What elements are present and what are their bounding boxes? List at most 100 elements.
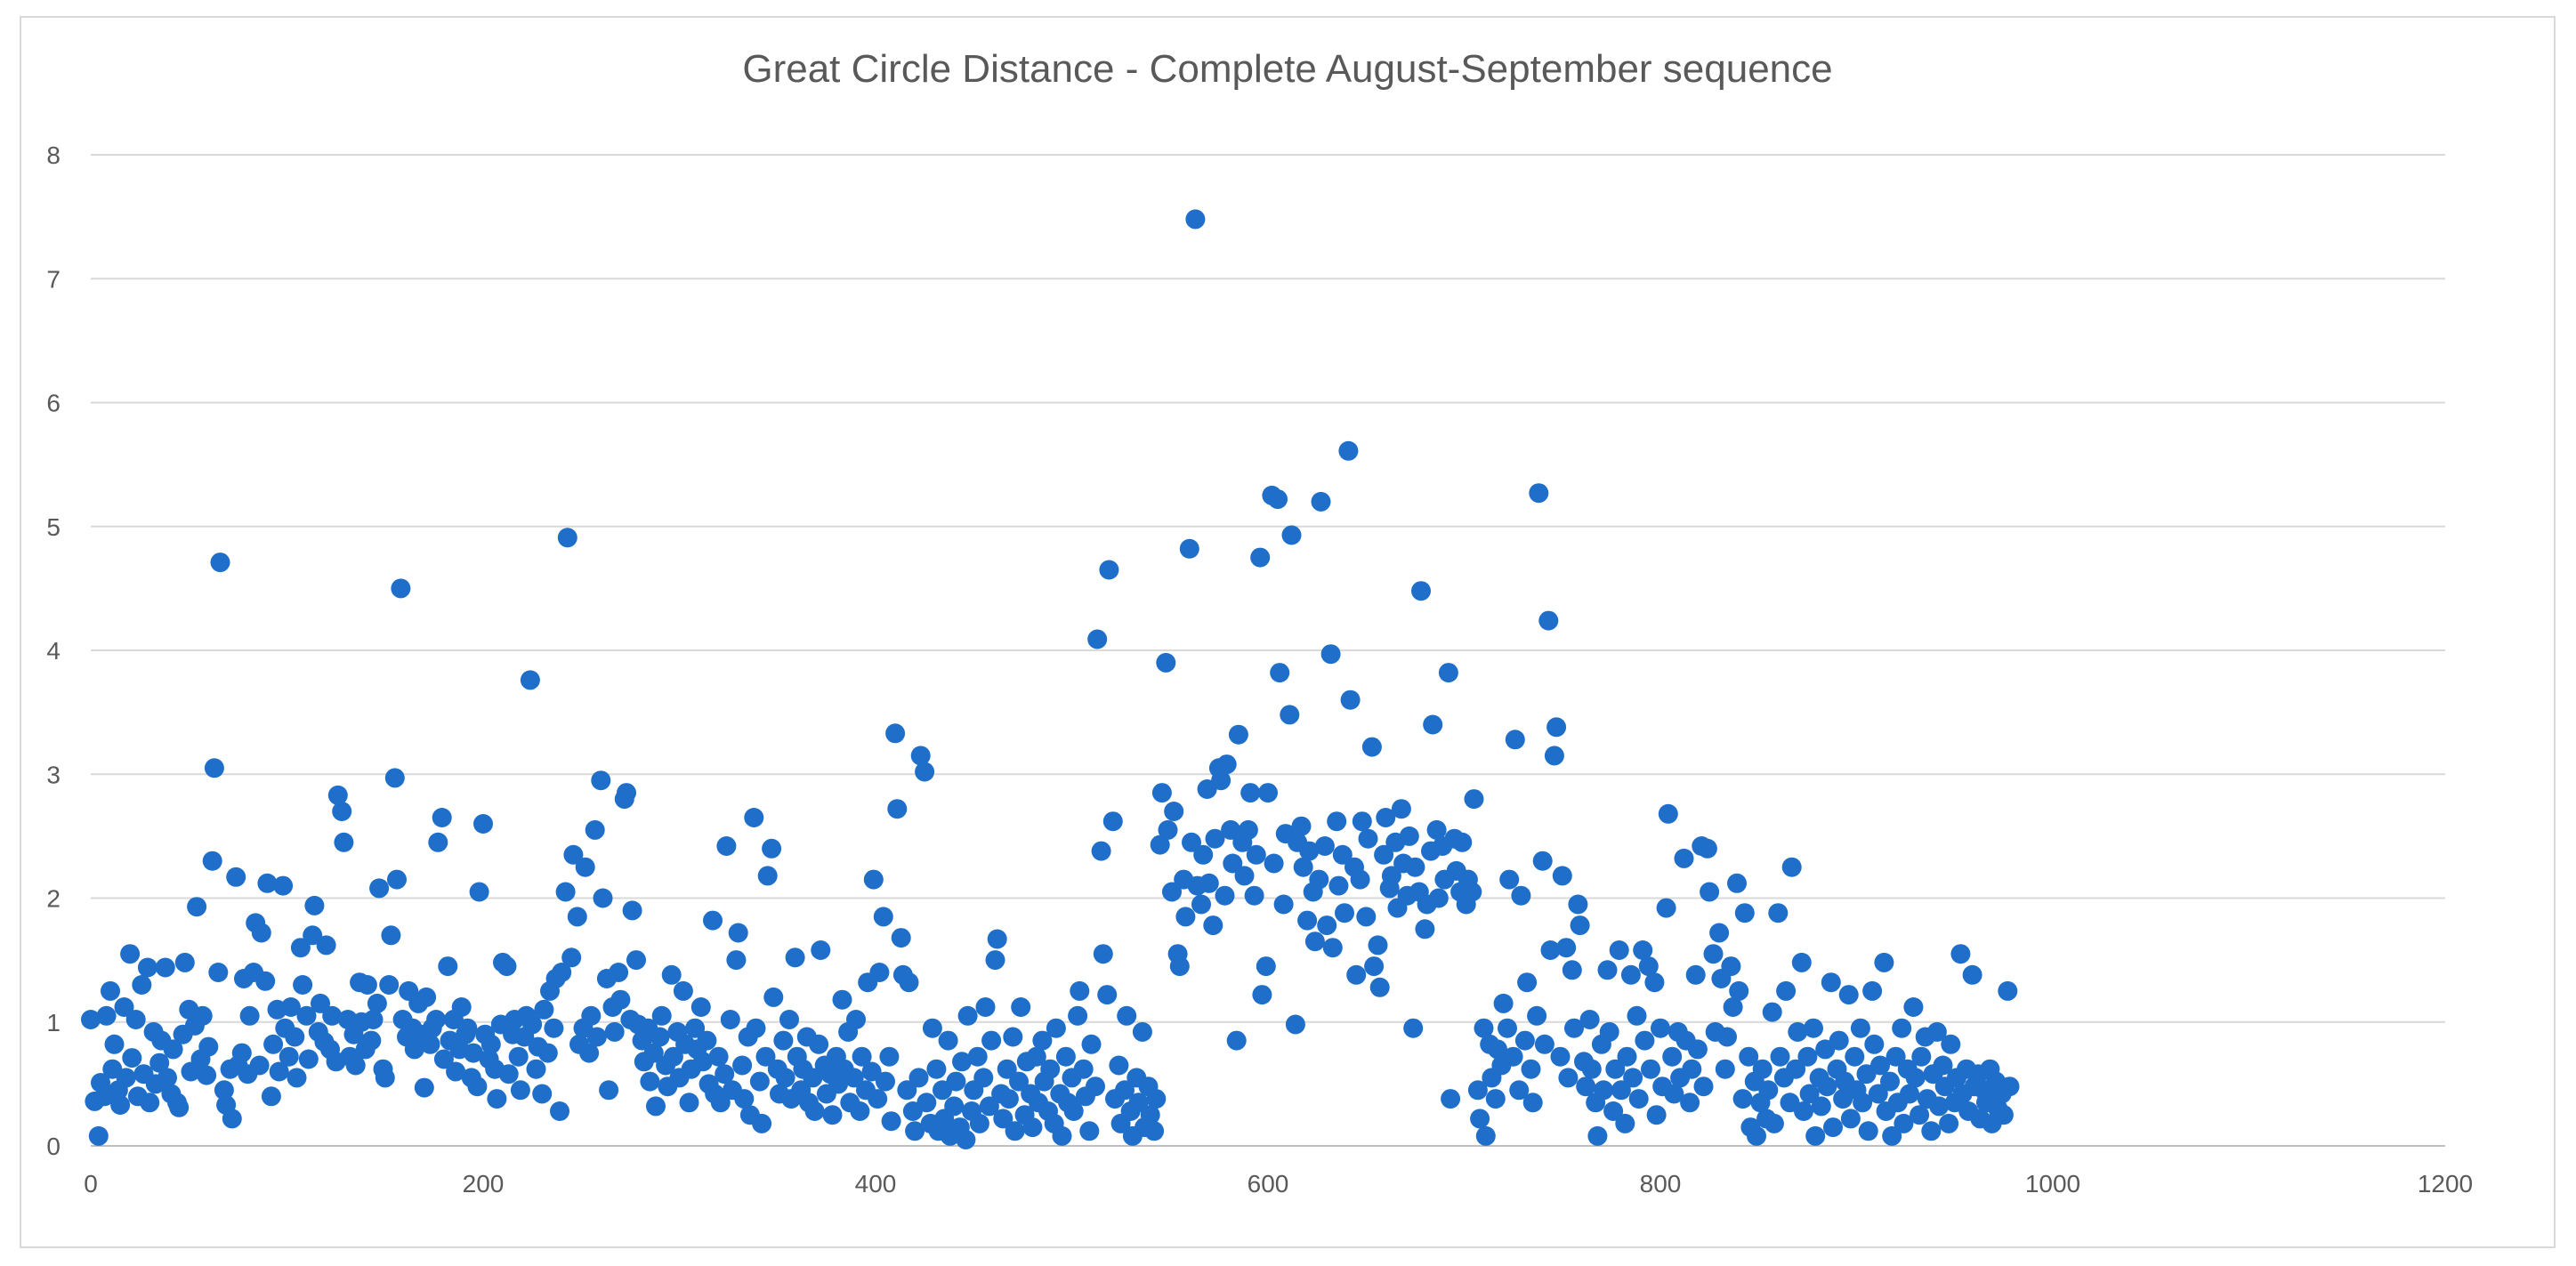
data-point	[1493, 993, 1514, 1013]
data-point	[510, 1080, 530, 1101]
data-point	[1234, 866, 1255, 886]
data-point	[273, 875, 294, 896]
data-point	[157, 1068, 177, 1088]
data-point	[1558, 1068, 1579, 1088]
data-point	[1280, 705, 1300, 725]
data-point	[1079, 1121, 1100, 1141]
data-point	[981, 1030, 1002, 1051]
data-point	[1587, 1125, 1608, 1146]
data-point	[1215, 885, 1235, 906]
data-point	[298, 1049, 319, 1069]
data-point	[1485, 1089, 1506, 1109]
data-point	[1594, 1080, 1614, 1101]
data-point	[1717, 1027, 1737, 1047]
data-point	[1552, 866, 1572, 886]
data-point	[1900, 1084, 1919, 1104]
data-point	[1664, 1084, 1684, 1104]
data-point	[1882, 1125, 1902, 1146]
data-point	[1211, 770, 1231, 791]
data-point	[710, 1093, 731, 1113]
data-point	[1470, 1109, 1490, 1129]
data-point	[420, 1034, 440, 1054]
data-point	[1193, 844, 1214, 865]
data-point	[1052, 1125, 1072, 1146]
chart-frame: Great Circle Distance - Complete August-…	[20, 16, 2556, 1248]
data-point	[938, 1030, 958, 1051]
data-point	[757, 866, 778, 886]
data-point	[1311, 491, 1331, 512]
data-point	[279, 1046, 299, 1067]
data-point	[198, 1036, 219, 1057]
data-point	[610, 989, 631, 1010]
data-point	[381, 925, 401, 946]
data-point	[1644, 972, 1665, 993]
data-point	[1364, 956, 1385, 977]
data-point	[693, 1052, 713, 1072]
data-point	[732, 1055, 753, 1076]
data-point	[804, 1101, 825, 1121]
data-point	[1340, 689, 1361, 710]
data-point	[1929, 1096, 1950, 1117]
data-point	[222, 1109, 242, 1129]
data-point	[1709, 923, 1730, 943]
data-point	[973, 1068, 994, 1088]
data-point	[433, 1049, 454, 1069]
data-point	[863, 869, 884, 890]
data-point	[1293, 857, 1313, 877]
data-point	[467, 1077, 488, 1097]
data-point	[1522, 1093, 1543, 1113]
data-point	[997, 1059, 1017, 1079]
data-point	[809, 1034, 829, 1054]
data-point	[487, 1089, 507, 1109]
data-point	[586, 1027, 607, 1047]
data-point	[375, 1068, 395, 1088]
data-point	[428, 832, 448, 852]
data-point	[1700, 882, 1720, 902]
data-point	[967, 1046, 988, 1067]
data-point	[626, 950, 646, 971]
y-tick-label: 4	[46, 637, 61, 665]
data-point	[609, 963, 629, 982]
data-point	[1309, 869, 1329, 890]
data-point	[1297, 910, 1318, 931]
data-point	[643, 1043, 664, 1063]
data-point	[290, 938, 311, 958]
data-point	[367, 993, 387, 1013]
data-point	[1488, 1039, 1507, 1060]
data-point	[708, 1046, 729, 1067]
data-point	[726, 950, 747, 971]
data-point	[88, 1125, 109, 1146]
data-point	[1464, 789, 1484, 810]
data-point	[1270, 663, 1290, 683]
data-point	[1498, 1018, 1517, 1038]
data-point	[1250, 547, 1271, 568]
data-point	[1327, 811, 1347, 832]
data-point	[1658, 803, 1678, 824]
data-point	[1599, 1021, 1619, 1042]
data-point	[852, 1046, 872, 1067]
data-point	[1868, 1084, 1888, 1104]
data-point	[993, 1109, 1013, 1129]
data-point	[1620, 964, 1641, 985]
data-point	[1144, 1121, 1165, 1141]
data-point	[1358, 828, 1378, 849]
data-point	[1040, 1059, 1061, 1079]
data-point	[1164, 802, 1184, 821]
data-point	[1747, 1125, 1766, 1146]
x-tick-label: 1000	[2025, 1170, 2080, 1197]
data-point	[192, 1005, 213, 1026]
data-point	[1910, 1105, 1930, 1125]
data-point	[1169, 956, 1190, 977]
y-axis-tick-labels: 0 1 2 3 4 5 6 7 8	[46, 141, 61, 1160]
data-point	[1097, 985, 1118, 1005]
data-point	[1921, 1121, 1942, 1141]
data-point	[891, 928, 911, 948]
data-point	[755, 1046, 776, 1067]
data-point	[876, 1071, 895, 1092]
data-point	[1091, 841, 1111, 861]
data-point	[169, 1097, 190, 1117]
data-point	[187, 897, 207, 917]
data-point	[1132, 1021, 1152, 1042]
data-point	[1299, 841, 1320, 861]
data-point	[779, 1010, 799, 1029]
